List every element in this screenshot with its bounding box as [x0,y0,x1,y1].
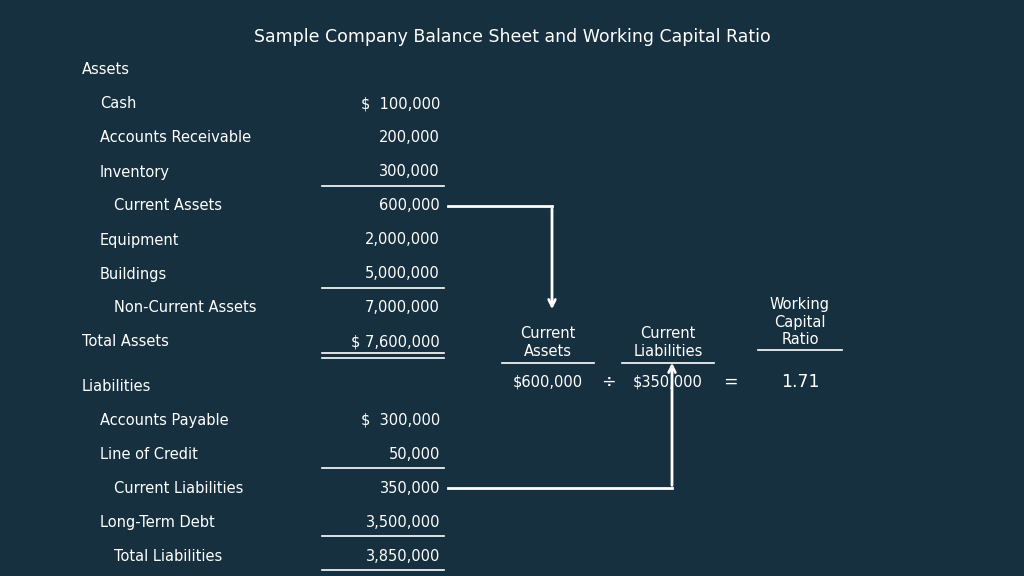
Text: 200,000: 200,000 [379,131,440,146]
Text: Assets: Assets [524,344,572,359]
Text: Line of Credit: Line of Credit [100,447,198,462]
Text: 600,000: 600,000 [379,199,440,214]
Text: 300,000: 300,000 [379,165,440,180]
Text: 3,500,000: 3,500,000 [366,515,440,530]
Text: Current: Current [520,327,575,342]
Text: $ 7,600,000: $ 7,600,000 [351,335,440,350]
Text: Assets: Assets [82,63,130,78]
Text: Current Liabilities: Current Liabilities [114,481,244,496]
Text: 2,000,000: 2,000,000 [366,233,440,248]
Text: $  100,000: $ 100,000 [360,97,440,112]
Text: Current: Current [640,327,695,342]
Text: Non-Current Assets: Non-Current Assets [114,301,256,316]
Text: 3,850,000: 3,850,000 [366,549,440,564]
Text: Buildings: Buildings [100,267,167,282]
Text: Sample Company Balance Sheet and Working Capital Ratio: Sample Company Balance Sheet and Working… [254,28,770,46]
Text: Total Assets: Total Assets [82,335,169,350]
Text: $350,000: $350,000 [633,374,702,389]
Text: ÷: ÷ [601,373,615,391]
Text: Inventory: Inventory [100,165,170,180]
Text: Accounts Payable: Accounts Payable [100,412,228,428]
Text: Cash: Cash [100,97,136,112]
Text: $  300,000: $ 300,000 [360,412,440,428]
Text: Ratio: Ratio [781,332,819,347]
Text: Long-Term Debt: Long-Term Debt [100,515,215,530]
Text: Current Assets: Current Assets [114,199,222,214]
Text: Liabilities: Liabilities [633,344,702,359]
Text: Working: Working [770,297,830,312]
Text: $600,000: $600,000 [513,374,583,389]
Text: Equipment: Equipment [100,233,179,248]
Text: Accounts Receivable: Accounts Receivable [100,131,251,146]
Text: Total Liabilities: Total Liabilities [114,549,222,564]
Text: 5,000,000: 5,000,000 [366,267,440,282]
Text: 1.71: 1.71 [780,373,819,391]
Text: 50,000: 50,000 [389,447,440,462]
Text: Liabilities: Liabilities [82,378,152,394]
Text: 7,000,000: 7,000,000 [366,301,440,316]
Text: =: = [723,373,737,391]
Text: 350,000: 350,000 [380,481,440,496]
Text: Capital: Capital [774,314,825,329]
